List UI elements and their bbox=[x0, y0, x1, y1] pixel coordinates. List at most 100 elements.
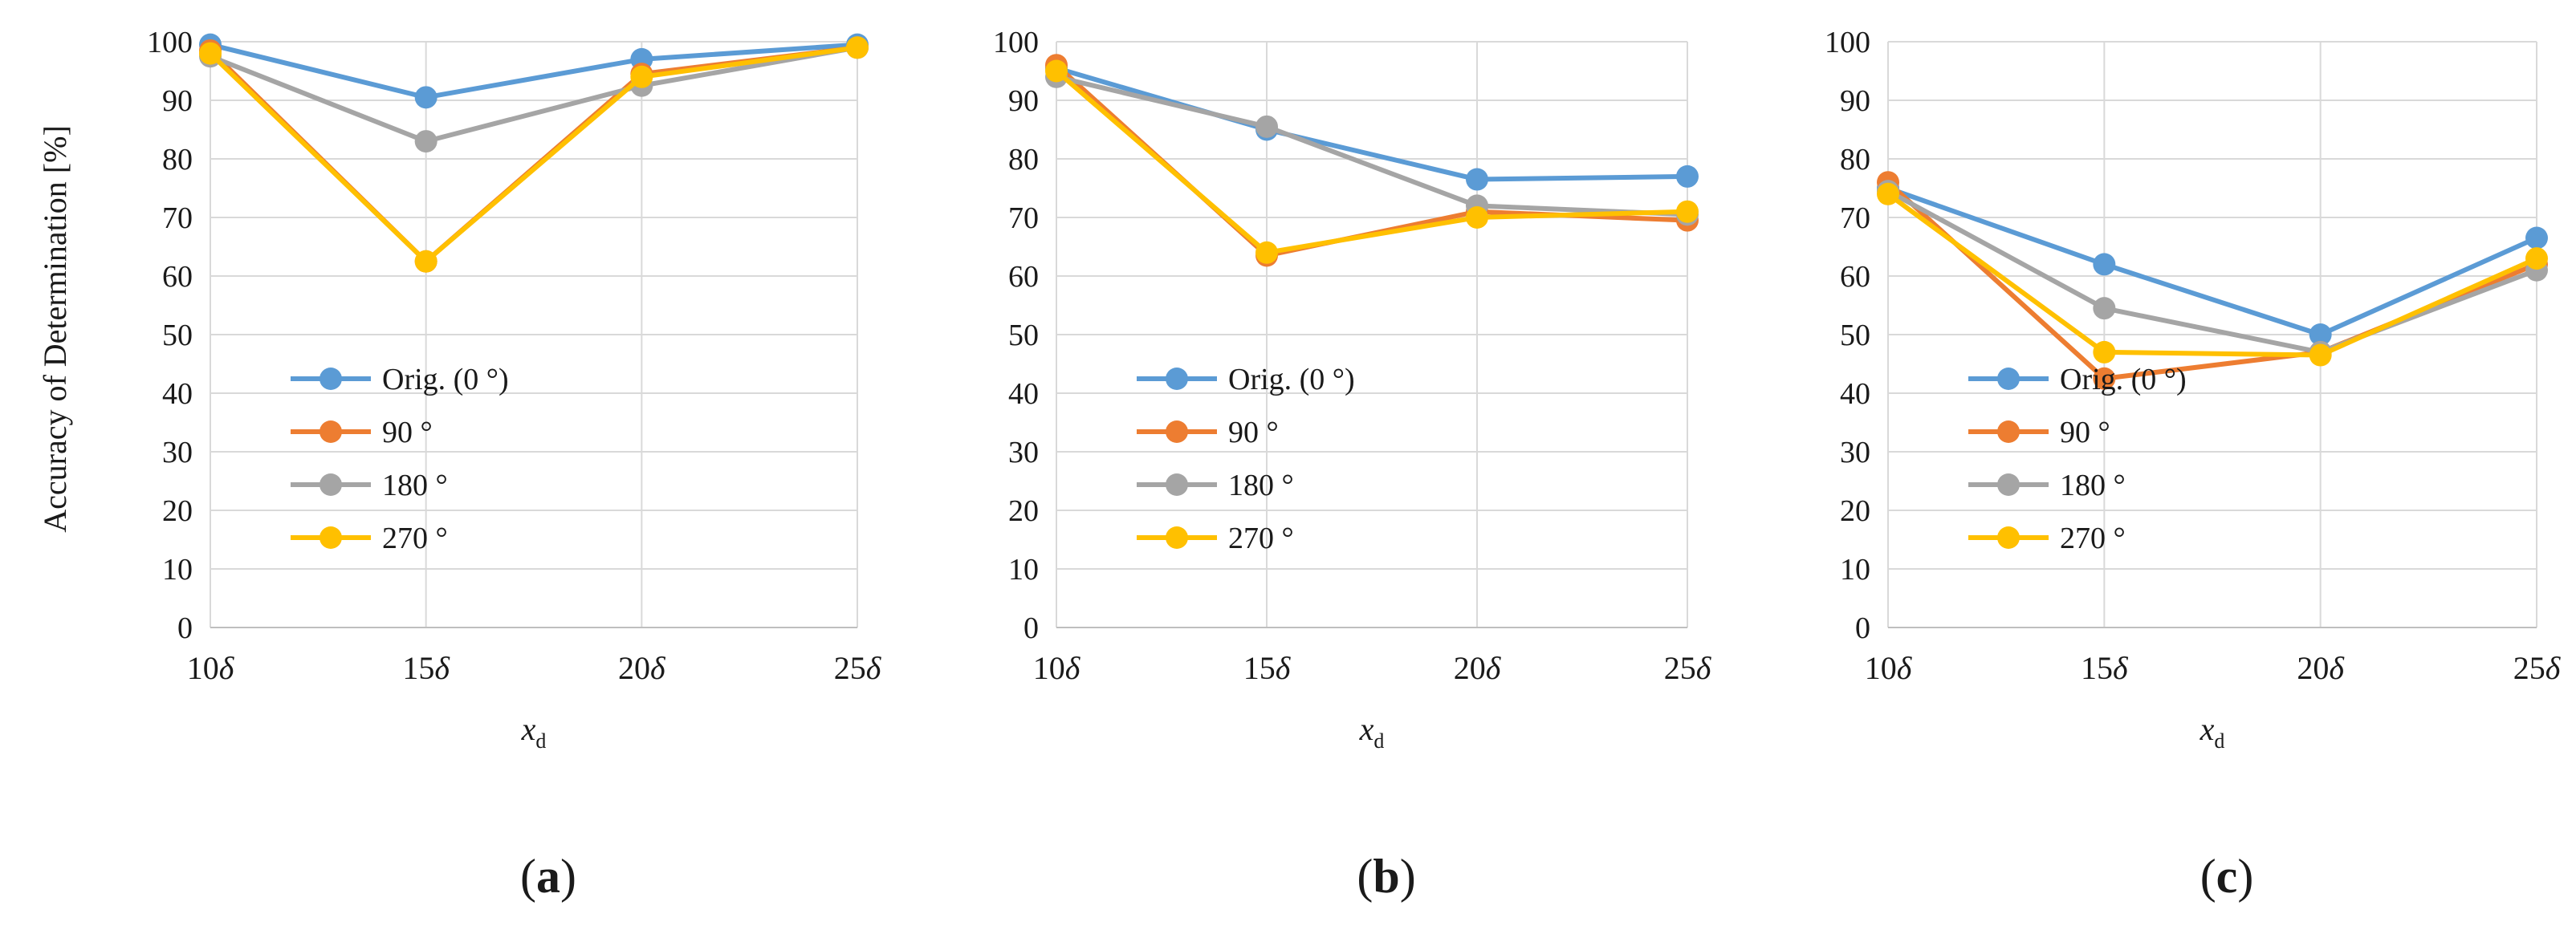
data-point bbox=[1255, 241, 1278, 264]
y-tick-label: 80 bbox=[1840, 143, 1870, 177]
series-line-0 bbox=[1056, 65, 1688, 182]
y-tick-label: 70 bbox=[1008, 201, 1039, 235]
legend-label: 90 ° bbox=[1228, 416, 1279, 449]
y-tick-label: 50 bbox=[1840, 319, 1870, 352]
x-tick-label: 25δ bbox=[2513, 650, 2562, 686]
data-point bbox=[1466, 206, 1488, 229]
legend-label: 270 ° bbox=[1228, 522, 1294, 555]
legend-swatch-marker bbox=[1997, 526, 2020, 549]
y-tick-label: 80 bbox=[162, 143, 193, 177]
series-line-3 bbox=[208, 45, 858, 264]
legend-swatch-marker bbox=[1997, 368, 2020, 390]
y-tick-label: 40 bbox=[162, 377, 193, 411]
y-tick-label: 0 bbox=[1023, 611, 1039, 645]
data-point bbox=[1466, 168, 1488, 191]
data-point bbox=[1255, 115, 1278, 138]
legend: Orig. (0 °) 90 ° 180 ° 270 ° bbox=[1137, 363, 1355, 555]
y-tick-label: 40 bbox=[1008, 377, 1039, 411]
y-tick-label: 100 bbox=[993, 26, 1039, 59]
data-point bbox=[2525, 226, 2548, 250]
x-tick-label: 15δ bbox=[402, 650, 450, 686]
legend-swatch-marker bbox=[1997, 420, 2020, 443]
y-tick-label: 100 bbox=[147, 26, 193, 59]
x-tick-label: 20δ bbox=[1454, 650, 1502, 686]
data-point bbox=[2093, 253, 2116, 276]
legend: Orig. (0 °) 90 ° 180 ° 270 ° bbox=[291, 363, 509, 555]
series-line-0 bbox=[210, 42, 858, 100]
legend-swatch-marker bbox=[1166, 526, 1188, 549]
x-tick-label: 25δ bbox=[1664, 650, 1712, 686]
chart-panel-a: 0 10 20 30 40 50 60 70 80 90 100 10δ 15δ 20δ 25δ xd Orig… bbox=[147, 26, 882, 903]
data-point bbox=[846, 36, 869, 59]
y-tick-label: 20 bbox=[1008, 494, 1039, 528]
x-tick-label: 15δ bbox=[1243, 650, 1292, 686]
chart-panel-b: 0 10 20 30 40 50 60 70 80 90 100 10δ 15δ 20δ 25δ xd Orig… bbox=[993, 26, 1712, 903]
y-tick-label: 50 bbox=[162, 319, 193, 352]
legend-swatch-marker bbox=[319, 368, 342, 390]
y-tick-label: 0 bbox=[1855, 611, 1870, 645]
data-point bbox=[414, 250, 437, 273]
x-axis-title: xd bbox=[2200, 711, 2225, 753]
y-tick-label: 20 bbox=[162, 494, 193, 528]
data-point bbox=[2093, 367, 2116, 390]
y-tick-label: 10 bbox=[162, 553, 193, 587]
chart-panel-c: 0 10 20 30 40 50 60 70 80 90 100 10δ 15δ 20δ 25δ xd Orig… bbox=[1825, 26, 2562, 903]
x-tick-label: 10δ bbox=[187, 650, 235, 686]
legend-label: Orig. (0 °) bbox=[382, 363, 509, 396]
data-point bbox=[1676, 164, 1699, 188]
x-tick-label: 15δ bbox=[2081, 650, 2129, 686]
data-point bbox=[2525, 247, 2548, 270]
panel-label: (a) bbox=[520, 850, 576, 903]
x-tick-label: 10δ bbox=[1865, 650, 1913, 686]
y-tick-label: 70 bbox=[1840, 201, 1870, 235]
legend-swatch-marker bbox=[1166, 473, 1188, 496]
y-tick-label: 60 bbox=[1008, 260, 1039, 294]
y-tick-label: 80 bbox=[1008, 143, 1039, 177]
y-tick-label: 10 bbox=[1008, 553, 1039, 587]
y-axis-title: Accuracy of Determination [%] bbox=[37, 125, 73, 533]
legend-swatch-marker bbox=[319, 473, 342, 496]
x-tick-label: 20δ bbox=[2297, 650, 2345, 686]
data-point bbox=[2309, 323, 2332, 346]
y-tick-label: 90 bbox=[1008, 84, 1039, 118]
legend-swatch-marker bbox=[1166, 368, 1188, 390]
y-tick-label: 40 bbox=[1840, 377, 1870, 411]
legend-label: 270 ° bbox=[382, 522, 448, 555]
y-tick-label: 20 bbox=[1840, 494, 1870, 528]
x-tick-label: 10δ bbox=[1033, 650, 1081, 686]
y-tick-label: 90 bbox=[162, 84, 193, 118]
panel-label: (c) bbox=[2200, 850, 2254, 903]
y-tick-label: 50 bbox=[1008, 319, 1039, 352]
legend-label: 90 ° bbox=[382, 416, 433, 449]
series-line-2 bbox=[209, 45, 858, 144]
panel-label: (b) bbox=[1357, 850, 1415, 903]
data-point bbox=[414, 130, 437, 153]
data-point bbox=[2309, 343, 2332, 367]
legend-swatch-marker bbox=[319, 526, 342, 549]
y-tick-label: 10 bbox=[1840, 553, 1870, 587]
x-tick-label: 20δ bbox=[618, 650, 666, 686]
series-line-2 bbox=[1056, 74, 1688, 217]
legend-swatch-marker bbox=[319, 420, 342, 443]
data-point bbox=[414, 86, 437, 109]
data-point bbox=[199, 42, 222, 65]
y-tick-label: 30 bbox=[1008, 436, 1039, 469]
series-line-2 bbox=[1886, 189, 2538, 355]
legend-label: 180 ° bbox=[2060, 469, 2126, 502]
data-point bbox=[630, 65, 653, 88]
y-tick-label: 70 bbox=[162, 201, 193, 235]
legend-swatch-marker bbox=[1997, 473, 2020, 496]
series-line-3 bbox=[1886, 192, 2538, 358]
legend-label: 180 ° bbox=[1228, 469, 1294, 502]
series-line-0 bbox=[1887, 185, 2538, 337]
series-line-3 bbox=[1055, 69, 1688, 255]
legend-label: Orig. (0 °) bbox=[2060, 363, 2187, 396]
y-tick-label: 0 bbox=[177, 611, 193, 645]
legend-swatch-marker bbox=[1166, 420, 1188, 443]
legend-label: 270 ° bbox=[2060, 522, 2126, 555]
y-tick-label: 30 bbox=[162, 436, 193, 469]
x-tick-label: 25δ bbox=[834, 650, 882, 686]
data-point bbox=[2093, 297, 2116, 320]
data-point bbox=[1877, 182, 1899, 205]
